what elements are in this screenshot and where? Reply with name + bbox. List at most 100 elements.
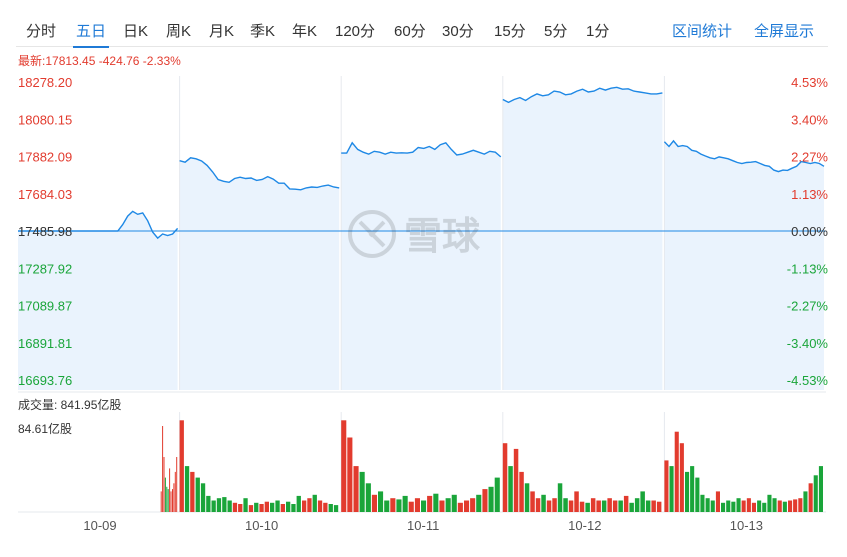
volume-bar: [579, 501, 585, 512]
latest-price: 17813.45: [45, 54, 96, 68]
volume-bar: [195, 477, 200, 512]
volume-bar: [736, 498, 741, 512]
tab-15min[interactable]: 15分: [494, 23, 526, 40]
volume-bar: [685, 471, 690, 512]
fullscreen-button[interactable]: 全屏显示: [754, 23, 815, 40]
volume-bar: [179, 420, 184, 512]
volume-bar: [211, 500, 216, 512]
volume-bar: [629, 502, 634, 512]
volume-bar: [347, 437, 353, 512]
price-area-day-4: [502, 87, 663, 391]
volume-bar: [169, 468, 171, 512]
left-axis-tick: 16693.76: [18, 373, 72, 388]
right-axis-tick: -4.53%: [787, 373, 829, 388]
price-area-day-1: [18, 211, 178, 390]
tab-yearly-k[interactable]: 年K: [292, 23, 318, 40]
latest-quote: 最新:17813.45 -424.76 -2.33%: [18, 52, 181, 69]
volume-bar: [167, 489, 169, 512]
right-axis-tick: 4.53%: [791, 75, 828, 90]
volume-bar: [502, 443, 508, 512]
tab-weekly-k[interactable]: 周K: [166, 23, 192, 40]
right-axis-tick: 1.13%: [791, 187, 828, 202]
volume-bar: [439, 500, 445, 512]
volume-bar: [378, 491, 384, 512]
volume-bar: [482, 489, 488, 512]
left-axis-tick: 17684.03: [18, 187, 72, 202]
logo-mark: [358, 220, 386, 248]
volume-bar: [264, 501, 269, 512]
latest-percent: -2.33%: [142, 54, 181, 68]
volume-bar: [751, 502, 756, 512]
volume-bar: [302, 500, 307, 512]
volume-bar: [590, 498, 596, 512]
volume-bar: [640, 491, 645, 512]
volume-bar: [476, 494, 482, 512]
price-area-day-2: [179, 157, 340, 390]
volume-bar: [679, 443, 684, 512]
volume-bar: [445, 498, 451, 512]
volume-bar: [328, 504, 333, 512]
price-lines: [18, 86, 825, 240]
volume-bar: [674, 431, 679, 512]
tab-intraday[interactable]: 分时: [26, 23, 57, 40]
volume-bar: [433, 493, 439, 512]
volume-bar: [601, 500, 607, 512]
volume-bar: [457, 502, 463, 512]
price-line-day-4: [502, 86, 663, 104]
volume-bar: [664, 460, 669, 512]
volume-bar: [173, 483, 175, 512]
volume-bar: [741, 500, 746, 512]
volume-bar: [803, 491, 808, 512]
volume-bar: [365, 483, 371, 512]
volume-bar: [634, 498, 640, 512]
price-line-day-2: [179, 157, 340, 191]
left-axis-tick: 18278.20: [18, 75, 72, 90]
volume-bar: [585, 502, 590, 512]
volume-bar: [757, 500, 762, 512]
volume-bar: [782, 501, 787, 512]
day-label: 10-10: [245, 518, 278, 533]
tab-quarterly-k[interactable]: 季K: [250, 23, 276, 40]
tab-daily-k[interactable]: 日K: [123, 23, 149, 40]
volume-bar: [254, 502, 259, 512]
volume-bar: [232, 502, 238, 512]
right-axis-labels: 4.53% 3.40% 2.27% 1.13% 0.00% -1.13% -2.27% -3.…: [787, 75, 829, 388]
left-axis-labels: 18278.20 18080.15 17882.09 17684.03 17485.98…: [18, 75, 72, 388]
volume-bar: [726, 500, 731, 512]
tab-30min[interactable]: 30分: [442, 23, 474, 40]
volume-bar: [705, 498, 710, 512]
volume-bar: [353, 466, 359, 512]
tab-five-day[interactable]: 五日: [72, 20, 110, 48]
right-axis-tick: 0.00%: [791, 224, 828, 239]
volume-bar: [612, 500, 618, 512]
volume-bar: [421, 500, 427, 512]
tab-60min[interactable]: 60分: [394, 23, 426, 40]
volume-bar: [163, 457, 165, 512]
latest-change: -424.76: [98, 54, 140, 68]
day-label: 10-11: [407, 518, 439, 533]
volume-bar: [275, 500, 280, 512]
volume-bar: [164, 477, 166, 512]
tab-5min[interactable]: 5分: [544, 23, 568, 40]
volume-bar: [427, 495, 433, 512]
volume-bar: [746, 498, 751, 512]
volume-bar: [280, 504, 285, 512]
left-axis-tick: 16891.81: [18, 336, 72, 351]
volume-bar: [777, 500, 782, 512]
volume-max-label: 84.61亿股: [18, 422, 73, 436]
volume-bar: [286, 501, 291, 512]
watermark-text: 雪球: [404, 216, 481, 258]
tab-1min[interactable]: 1分: [586, 23, 610, 40]
tab-120min[interactable]: 120分: [335, 23, 376, 40]
tab-monthly-k[interactable]: 月K: [209, 23, 235, 40]
volume-bar: [222, 497, 227, 512]
interval-stats-button[interactable]: 区间统计: [672, 23, 733, 40]
volume-bar: [645, 500, 651, 512]
latest-label: 最新:: [18, 54, 46, 68]
volume-bar: [813, 475, 818, 512]
day-label: 10-09: [83, 518, 116, 533]
left-axis-tick: 18080.15: [18, 112, 72, 127]
volume-bar: [669, 466, 674, 512]
volume-bar: [618, 500, 623, 512]
